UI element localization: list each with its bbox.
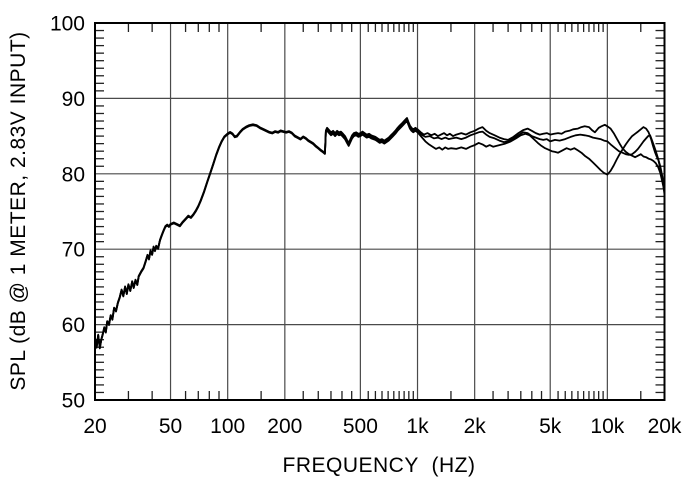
- y-tick-label-60: 60: [62, 314, 85, 337]
- y-tick-label-50: 50: [62, 390, 85, 413]
- plot-frame: [94, 22, 666, 401]
- y-tick-label-100: 100: [50, 13, 85, 36]
- grid-layer: [95, 23, 665, 400]
- x-tick-label-100: 100: [210, 415, 245, 438]
- x-tick-label-20: 20: [83, 415, 106, 438]
- x-tick-label-200: 200: [267, 415, 302, 438]
- curve-layer: [94, 117, 666, 350]
- y-tick-label-90: 90: [62, 88, 85, 111]
- y-tick-label-70: 70: [62, 239, 85, 262]
- y-axis-title: SPL (dB @ 1 METER, 2.83V INPUT): [7, 31, 30, 390]
- x-tick-label-2k: 2k: [464, 415, 487, 438]
- curve-c-bottom: [94, 120, 666, 350]
- y-tick-label-80: 80: [62, 163, 85, 186]
- x-tick-label-1k: 1k: [406, 415, 429, 438]
- curve-a-top: [94, 117, 666, 349]
- x-tick-label-5k: 5k: [539, 415, 562, 438]
- x-tick-label-10k: 10k: [590, 415, 624, 438]
- x-tick-label-500: 500: [343, 415, 378, 438]
- minor-ticks-layer: [96, 24, 664, 399]
- x-axis-title: FREQUENCY (HZ): [283, 454, 476, 477]
- x-tick-label-50: 50: [159, 415, 182, 438]
- curve-b-mid: [94, 118, 666, 349]
- x-tick-label-20k: 20k: [648, 415, 682, 438]
